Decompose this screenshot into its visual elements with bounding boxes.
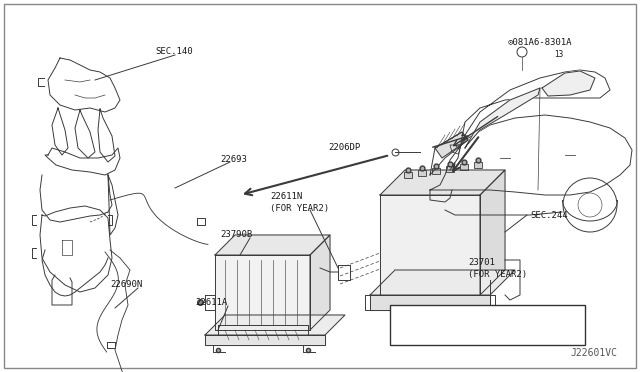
Text: THIS ECU MUST BE PROGRAMMED DATA.: THIS ECU MUST BE PROGRAMMED DATA. [396, 327, 557, 336]
Bar [390, 305, 585, 345]
Text: SEC.140: SEC.140 [155, 47, 193, 56]
Bar [460, 164, 468, 170]
Bar [418, 170, 426, 176]
Polygon shape [380, 195, 480, 295]
Polygon shape [215, 255, 310, 330]
Text: (FOR YEAR2): (FOR YEAR2) [270, 204, 329, 213]
Text: 22611A: 22611A [195, 298, 227, 307]
Text: 22611N: 22611N [270, 192, 302, 201]
Text: 22690N: 22690N [110, 280, 142, 289]
Bar [404, 172, 412, 178]
Text: SEC.244: SEC.244 [530, 211, 568, 219]
Polygon shape [380, 170, 505, 195]
Text: ATTENTION:: ATTENTION: [396, 315, 445, 324]
Polygon shape [205, 335, 325, 345]
Text: 2206DP: 2206DP [328, 142, 360, 151]
Bar [446, 166, 454, 172]
Text: ⊙081A6-8301A: ⊙081A6-8301A [508, 38, 573, 47]
Polygon shape [370, 270, 515, 295]
Polygon shape [310, 235, 330, 330]
Polygon shape [542, 71, 595, 96]
Text: J22601VC: J22601VC [570, 348, 617, 358]
Text: 23701: 23701 [468, 258, 495, 267]
Text: (FOR YEAR2): (FOR YEAR2) [468, 270, 527, 279]
Text: 22693: 22693 [220, 155, 247, 164]
Text: 13: 13 [554, 50, 563, 59]
Polygon shape [205, 315, 345, 335]
Polygon shape [465, 88, 540, 148]
Bar [432, 168, 440, 174]
Polygon shape [435, 132, 468, 158]
Text: 23790B: 23790B [220, 230, 252, 239]
Polygon shape [480, 170, 505, 295]
Polygon shape [370, 295, 490, 310]
Bar [474, 162, 482, 168]
Polygon shape [215, 235, 330, 255]
